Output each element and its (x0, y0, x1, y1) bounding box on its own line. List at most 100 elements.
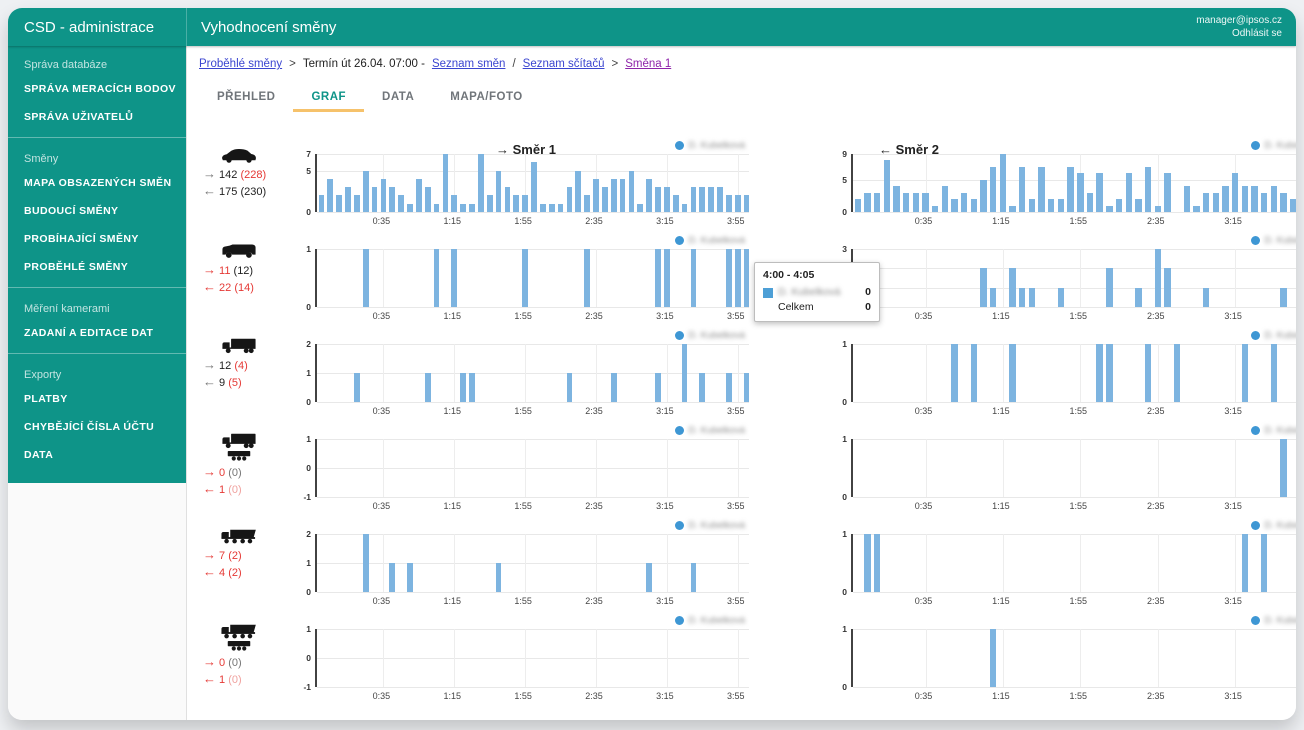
chart-bar[interactable] (584, 249, 591, 307)
chart-bar[interactable] (451, 249, 458, 307)
chart-bar[interactable] (717, 187, 723, 212)
chart-bar[interactable] (951, 344, 958, 402)
chart-bar[interactable] (371, 187, 378, 212)
chart-bar[interactable] (883, 160, 891, 212)
chart-bar[interactable] (1096, 344, 1103, 402)
chart-bar[interactable] (1106, 344, 1113, 402)
chart-bar[interactable] (681, 344, 688, 402)
chart-bar[interactable] (1019, 166, 1026, 212)
chart-bar[interactable] (469, 373, 475, 402)
chart-bar[interactable] (1251, 186, 1258, 212)
sidebar-item-mapa-obsazenych-smen[interactable]: MAPA OBSAZENÝCH SMĚN (24, 177, 172, 189)
chart-bar[interactable] (699, 373, 706, 402)
chart-bar[interactable] (1193, 205, 1200, 212)
chart-bar[interactable] (513, 195, 520, 212)
chart-bar[interactable] (1009, 344, 1016, 402)
chart-bar[interactable] (970, 199, 978, 212)
chart-bar[interactable] (460, 203, 467, 212)
chart-bar[interactable] (672, 195, 679, 212)
chart-bar[interactable] (873, 534, 881, 592)
chart-bar[interactable] (504, 187, 511, 212)
chart-bar[interactable] (442, 154, 449, 212)
chart-bar[interactable] (980, 179, 987, 212)
chart-bar[interactable] (637, 203, 644, 212)
chart-bar[interactable] (522, 249, 529, 307)
chart-bar[interactable] (1280, 287, 1287, 307)
chart-bar[interactable] (362, 534, 369, 592)
chart-bar[interactable] (663, 187, 670, 212)
chart-bar[interactable] (893, 186, 900, 212)
chart-bar[interactable] (362, 170, 369, 212)
chart-bar[interactable] (1135, 287, 1142, 307)
chart-bar[interactable] (690, 563, 697, 592)
chart-bar[interactable] (646, 178, 653, 212)
chart-bar[interactable] (486, 195, 493, 212)
chart-bar[interactable] (1106, 268, 1113, 307)
chart-bar[interactable] (1202, 192, 1210, 212)
chart-bar[interactable] (1260, 192, 1268, 212)
chart-bar[interactable] (980, 268, 987, 307)
chart-bar[interactable] (433, 203, 440, 212)
chart-bar[interactable] (1048, 199, 1055, 212)
chart-bar[interactable] (961, 192, 968, 212)
chart-bar[interactable] (970, 344, 978, 402)
chart-bar[interactable] (1241, 344, 1248, 402)
chart-bar[interactable] (1270, 186, 1277, 212)
chart-bar[interactable] (864, 192, 871, 212)
chart-bar[interactable] (610, 373, 617, 402)
chart-bar[interactable] (1086, 192, 1094, 212)
chart-bar[interactable] (1289, 199, 1296, 212)
chart-bar[interactable] (681, 203, 688, 212)
chart-bar[interactable] (407, 203, 413, 212)
chart-bar[interactable] (327, 178, 334, 212)
chart-bar[interactable] (1144, 344, 1152, 402)
sidebar-item-platby[interactable]: PLATBY (24, 393, 68, 405)
chart-bar[interactable] (1280, 439, 1287, 497)
chart-bar[interactable] (743, 373, 750, 402)
chart-bar[interactable] (1019, 287, 1026, 307)
chart-bar[interactable] (477, 154, 484, 212)
chart-bar[interactable] (336, 195, 343, 212)
chart-bar[interactable] (451, 195, 458, 212)
chart-bar[interactable] (734, 195, 741, 212)
chart-bar[interactable] (433, 249, 440, 307)
chart-bar[interactable] (593, 178, 599, 212)
chart-bar[interactable] (1270, 344, 1277, 402)
chart-bar[interactable] (1164, 268, 1171, 307)
tab-data[interactable]: DATA (382, 91, 415, 103)
chart-bar[interactable] (628, 170, 635, 212)
chart-bar[interactable] (522, 195, 529, 212)
chart-bar[interactable] (1057, 199, 1065, 212)
chart-bar[interactable] (548, 203, 555, 212)
chart-bar[interactable] (1096, 173, 1103, 212)
chart-bar[interactable] (873, 192, 881, 212)
chart-bar[interactable] (1106, 205, 1113, 212)
sidebar-item-probihajici-smeny[interactable]: PROBÍHAJÍCÍ SMĚNY (24, 233, 139, 245)
chart-bar[interactable] (389, 187, 396, 212)
chart-bar[interactable] (725, 373, 732, 402)
chart-bar[interactable] (912, 192, 920, 212)
chart-bar[interactable] (1067, 166, 1074, 212)
chart-bar[interactable] (495, 563, 502, 592)
chart-bar[interactable] (1115, 199, 1123, 212)
chart-bar[interactable] (725, 195, 732, 212)
chart-bar[interactable] (389, 563, 396, 592)
chart-bar[interactable] (708, 187, 715, 212)
chart-bar[interactable] (999, 154, 1007, 212)
chart-bar[interactable] (318, 195, 325, 212)
chart-bar[interactable] (1173, 344, 1181, 402)
chart-bar[interactable] (725, 249, 732, 307)
chart-bar[interactable] (854, 199, 862, 212)
chart-bar[interactable] (460, 373, 467, 402)
chart-bar[interactable] (1202, 287, 1210, 307)
chart-bar[interactable] (601, 187, 608, 212)
chart-bar[interactable] (531, 162, 537, 212)
chart-bar[interactable] (655, 249, 661, 307)
chart-bar[interactable] (1154, 205, 1161, 212)
chart-bar[interactable] (743, 249, 750, 307)
chart-bar[interactable] (1241, 534, 1248, 592)
chart-bar[interactable] (1028, 199, 1036, 212)
chart-bar[interactable] (1241, 186, 1248, 212)
chart-bar[interactable] (539, 203, 546, 212)
chart-bar[interactable] (345, 187, 351, 212)
